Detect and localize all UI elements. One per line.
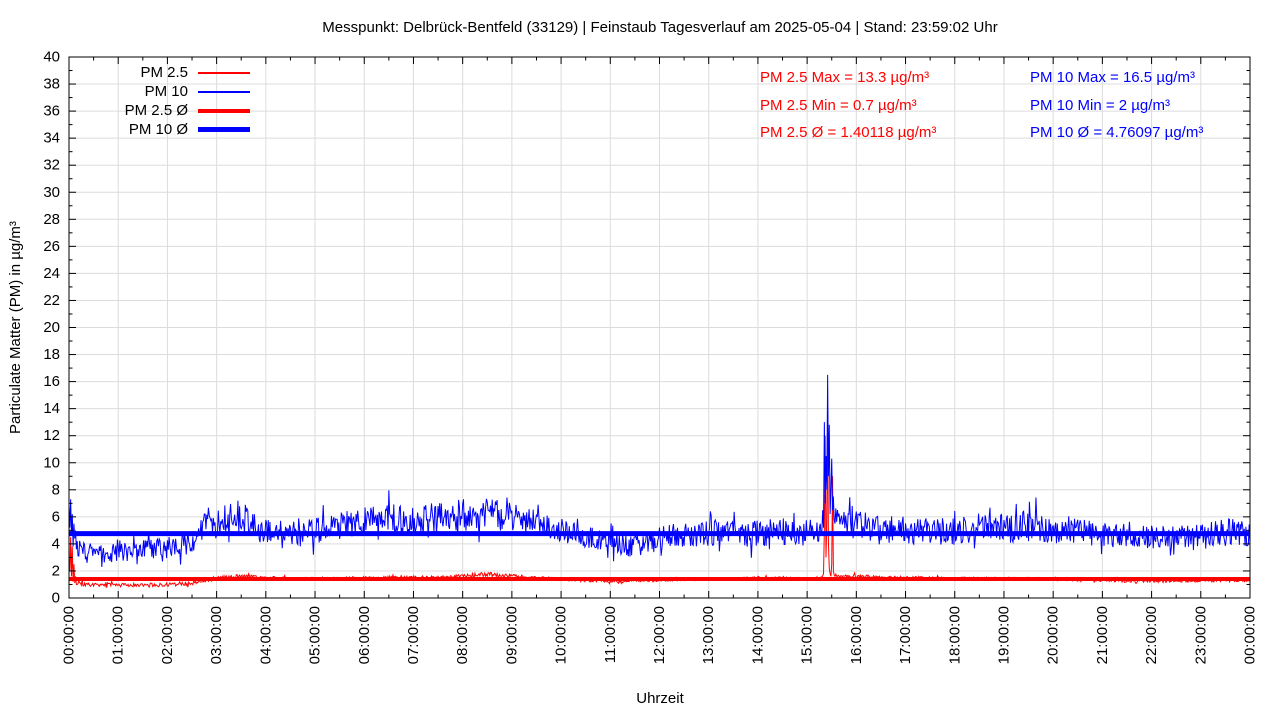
legend: PM 2.5 PM 10 PM 2.5 Ø PM 10 Ø <box>96 63 250 139</box>
svg-text:20: 20 <box>43 319 60 336</box>
pm10-avg-value: PM 10 Ø = 4.76097 µg/m³ <box>1030 124 1204 141</box>
svg-text:18:00:00: 18:00:00 <box>946 606 963 664</box>
svg-text:13:00:00: 13:00:00 <box>700 606 717 664</box>
legend-row: PM 2.5 Ø <box>96 101 250 120</box>
svg-text:02:00:00: 02:00:00 <box>159 606 176 664</box>
legend-label: PM 2.5 Ø <box>124 102 188 119</box>
svg-text:40: 40 <box>43 49 60 66</box>
svg-text:08:00:00: 08:00:00 <box>454 606 471 664</box>
svg-text:04:00:00: 04:00:00 <box>257 606 274 664</box>
legend-line-sample <box>198 90 250 93</box>
pm10-stats-block: PM 10 Max = 16.5 µg/m³ PM 10 Min = 2 µg/… <box>1030 64 1203 147</box>
svg-text:2: 2 <box>52 562 60 579</box>
pm10-series-line <box>68 374 1251 567</box>
svg-text:11:00:00: 11:00:00 <box>602 606 619 663</box>
svg-text:07:00:00: 07:00:00 <box>405 606 422 664</box>
svg-text:00:00:00: 00:00:00 <box>61 606 78 664</box>
svg-text:24: 24 <box>43 265 60 282</box>
svg-text:12:00:00: 12:00:00 <box>651 606 668 664</box>
svg-text:20:00:00: 20:00:00 <box>1045 606 1062 664</box>
svg-text:10:00:00: 10:00:00 <box>553 606 570 664</box>
legend-row: PM 10 <box>96 82 250 101</box>
svg-text:19:00:00: 19:00:00 <box>995 606 1012 664</box>
svg-text:14: 14 <box>43 400 60 417</box>
x-axis-label: Uhrzeit <box>636 690 684 707</box>
svg-text:17:00:00: 17:00:00 <box>897 606 914 664</box>
svg-text:38: 38 <box>43 76 60 93</box>
svg-text:16: 16 <box>43 373 60 390</box>
svg-text:21:00:00: 21:00:00 <box>1094 606 1111 664</box>
svg-text:32: 32 <box>43 157 60 174</box>
svg-text:10: 10 <box>43 454 60 471</box>
legend-label: PM 10 <box>144 83 188 100</box>
svg-text:36: 36 <box>43 103 60 120</box>
svg-text:34: 34 <box>43 130 60 147</box>
svg-text:15:00:00: 15:00:00 <box>799 606 816 664</box>
svg-text:0: 0 <box>52 590 60 607</box>
y-axis-label: Particulate Matter (PM) in µg/m³ <box>7 221 24 434</box>
legend-line-sample <box>198 71 250 74</box>
legend-label: PM 10 Ø <box>128 121 188 138</box>
svg-text:22: 22 <box>43 292 60 309</box>
plot-border-and-ticks <box>68 56 1251 599</box>
legend-row: PM 2.5 <box>96 63 250 82</box>
pm25-stats-block: PM 2.5 Max = 13.3 µg/m³ PM 2.5 Min = 0.7… <box>760 64 936 147</box>
legend-line-sample <box>198 127 250 132</box>
pm10-max-value: PM 10 Max = 16.5 µg/m³ <box>1030 69 1195 86</box>
svg-text:23:00:00: 23:00:00 <box>1192 606 1209 664</box>
svg-text:06:00:00: 06:00:00 <box>356 606 373 664</box>
svg-text:12: 12 <box>43 427 60 444</box>
legend-line-sample <box>198 108 250 113</box>
svg-text:01:00:00: 01:00:00 <box>110 606 127 664</box>
pm25-avg-value: PM 2.5 Ø = 1.40118 µg/m³ <box>760 124 937 141</box>
x-tick-labels: 00:00:00 01:00:00 02:00:00 03:00:00 04:00:00… <box>61 606 1259 664</box>
svg-text:14:00:00: 14:00:00 <box>749 606 766 664</box>
svg-text:05:00:00: 05:00:00 <box>307 606 324 664</box>
svg-text:18: 18 <box>43 346 60 363</box>
svg-text:30: 30 <box>43 184 60 201</box>
svg-text:09:00:00: 09:00:00 <box>503 606 520 664</box>
svg-text:28: 28 <box>43 211 60 228</box>
svg-text:6: 6 <box>52 508 60 525</box>
svg-text:00:00:00: 00:00:00 <box>1242 606 1259 664</box>
svg-text:22:00:00: 22:00:00 <box>1143 606 1160 664</box>
pm10-min-value: PM 10 Min = 2 µg/m³ <box>1030 96 1170 114</box>
svg-text:8: 8 <box>52 481 60 498</box>
pm25-min-value: PM 2.5 Min = 0.7 µg/m³ <box>760 96 917 114</box>
chart-title: Messpunkt: Delbrück-Bentfeld (33129) | F… <box>322 19 998 36</box>
svg-text:16:00:00: 16:00:00 <box>848 606 865 664</box>
svg-text:03:00:00: 03:00:00 <box>208 606 225 664</box>
svg-text:4: 4 <box>52 535 60 552</box>
legend-row: PM 10 Ø <box>96 120 250 139</box>
legend-label: PM 2.5 <box>140 64 188 81</box>
pm25-max-value: PM 2.5 Max = 13.3 µg/m³ <box>760 69 930 86</box>
svg-text:26: 26 <box>43 238 60 255</box>
